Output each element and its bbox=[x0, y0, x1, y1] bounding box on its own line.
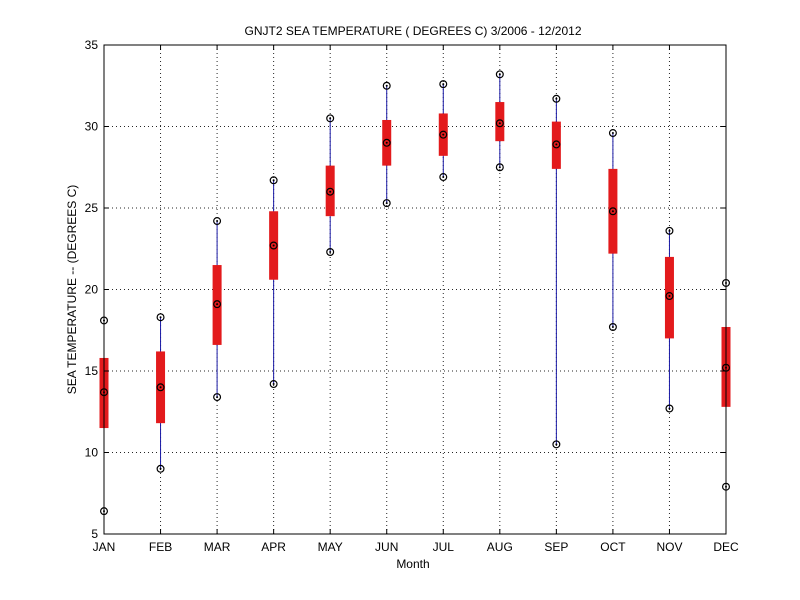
min-marker bbox=[495, 163, 504, 172]
max-marker-dot bbox=[329, 117, 332, 120]
box-jun bbox=[382, 81, 392, 208]
y-axis-label: SEA TEMPERATURE -- (DEGREES C) bbox=[65, 185, 79, 395]
max-marker-dot bbox=[159, 316, 162, 319]
x-tick-label: JUN bbox=[375, 540, 398, 554]
max-marker-dot bbox=[385, 84, 388, 87]
x-tick-label: NOV bbox=[656, 540, 682, 554]
max-marker bbox=[552, 94, 561, 103]
x-axis-ticks: JAN FEB MAR APR MAY JUN JUL AUG SEP OCT NOV DEC bbox=[93, 45, 739, 554]
median-marker bbox=[269, 241, 278, 250]
max-marker-dot bbox=[216, 220, 219, 223]
y-tick-label: 30 bbox=[85, 120, 99, 134]
grid-lines bbox=[104, 45, 726, 534]
y-tick-label: 10 bbox=[85, 446, 99, 460]
y-tick-label: 35 bbox=[85, 38, 99, 52]
min-marker bbox=[552, 440, 561, 449]
max-marker bbox=[382, 81, 391, 90]
max-marker bbox=[213, 217, 222, 226]
y-tick-label: 20 bbox=[85, 283, 99, 297]
max-marker bbox=[269, 176, 278, 185]
y-axis-ticks: 5 10 15 20 25 30 35 bbox=[85, 38, 726, 541]
median-marker-dot bbox=[159, 386, 162, 389]
min-marker-dot bbox=[329, 251, 332, 254]
x-tick-label: AUG bbox=[487, 540, 513, 554]
max-marker bbox=[665, 226, 674, 235]
max-marker bbox=[495, 70, 504, 79]
median-marker-dot bbox=[216, 303, 219, 306]
max-marker bbox=[326, 114, 335, 123]
x-tick-label: OCT bbox=[600, 540, 626, 554]
box-aug bbox=[495, 70, 505, 172]
x-tick-label: MAR bbox=[204, 540, 231, 554]
box-may bbox=[325, 114, 335, 257]
median-marker-dot bbox=[555, 143, 558, 146]
min-marker bbox=[439, 173, 448, 182]
median-marker-dot bbox=[272, 244, 275, 247]
min-marker-dot bbox=[385, 202, 388, 205]
median-marker-dot bbox=[668, 295, 671, 298]
box-nov bbox=[664, 226, 674, 413]
x-axis-label: Month bbox=[396, 557, 429, 571]
median-marker bbox=[608, 207, 617, 216]
y-tick-label: 5 bbox=[91, 527, 98, 541]
y-tick-label: 15 bbox=[85, 364, 99, 378]
max-marker-dot bbox=[555, 97, 558, 100]
max-marker-dot bbox=[272, 179, 275, 182]
min-marker-dot bbox=[668, 407, 671, 410]
median-marker bbox=[156, 383, 165, 392]
median-marker bbox=[495, 119, 504, 128]
median-marker bbox=[552, 140, 561, 149]
y-tick-label: 25 bbox=[85, 201, 99, 215]
min-marker-dot bbox=[442, 176, 445, 179]
x-tick-label: JAN bbox=[93, 540, 116, 554]
max-marker-dot bbox=[668, 229, 671, 232]
min-marker-dot bbox=[498, 166, 501, 169]
median-marker bbox=[439, 130, 448, 139]
min-marker bbox=[608, 322, 617, 331]
box-oct bbox=[608, 129, 618, 331]
x-tick-label: SEP bbox=[544, 540, 568, 554]
x-tick-label: FEB bbox=[149, 540, 172, 554]
box-jul bbox=[438, 80, 448, 182]
median-marker-dot bbox=[329, 190, 332, 193]
median-marker bbox=[382, 138, 391, 147]
min-marker-dot bbox=[272, 383, 275, 386]
chart-title: GNJT2 SEA TEMPERATURE ( DEGREES C) 3/200… bbox=[244, 24, 581, 38]
min-marker bbox=[156, 464, 165, 473]
box-sep bbox=[551, 94, 561, 449]
median-marker-dot bbox=[442, 133, 445, 136]
min-marker-dot bbox=[216, 396, 219, 399]
min-marker-dot bbox=[159, 467, 162, 470]
max-marker bbox=[608, 129, 617, 138]
iqr-box bbox=[664, 256, 674, 339]
median-marker-dot bbox=[498, 122, 501, 125]
box-series bbox=[99, 70, 731, 516]
min-marker-dot bbox=[611, 325, 614, 328]
median-marker bbox=[665, 292, 674, 301]
max-marker bbox=[156, 313, 165, 322]
max-marker-dot bbox=[611, 132, 614, 135]
x-tick-label: DEC bbox=[713, 540, 739, 554]
median-marker-dot bbox=[611, 210, 614, 213]
median-marker-dot bbox=[385, 141, 388, 144]
iqr-box bbox=[495, 102, 505, 142]
x-tick-label: APR bbox=[261, 540, 286, 554]
max-marker-dot bbox=[498, 73, 501, 76]
x-tick-label: MAY bbox=[318, 540, 343, 554]
min-marker-dot bbox=[555, 443, 558, 446]
max-marker-dot bbox=[442, 83, 445, 86]
min-marker bbox=[326, 248, 335, 257]
median-marker bbox=[326, 187, 335, 196]
min-marker bbox=[213, 393, 222, 402]
box-feb bbox=[156, 313, 166, 473]
median-marker bbox=[213, 300, 222, 309]
max-marker bbox=[439, 80, 448, 89]
box-mar bbox=[212, 217, 222, 402]
x-tick-label: JUL bbox=[433, 540, 455, 554]
box-apr bbox=[269, 176, 279, 389]
min-marker bbox=[382, 199, 391, 208]
min-marker bbox=[665, 404, 674, 413]
min-marker bbox=[269, 380, 278, 389]
